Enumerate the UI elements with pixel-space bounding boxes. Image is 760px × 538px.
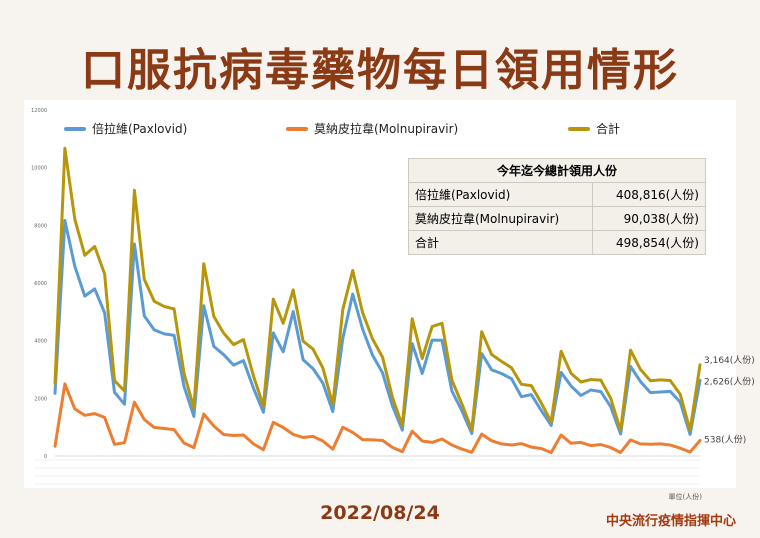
legend-label-paxlovid: 倍拉維(Paxlovid) [92,122,188,136]
y-tick-label: 12000 [31,108,47,114]
end-value-label: 2,626(人份) [704,375,755,387]
report-date: 2022/08/24 [320,502,440,524]
summary-row: 合計 498,854(人份) [407,230,706,255]
unit-note: 單位(人份) [668,493,702,501]
legend-label-total: 合計 [596,122,621,136]
summary-row: 倍拉維(Paxlovid) 408,816(人份) [407,182,706,207]
y-tick-label: 4000 [34,339,47,345]
legend-label-molnupiravir: 莫納皮拉韋(Molnupiravir) [314,122,459,136]
legend-paxlovid: 倍拉維(Paxlovid) [64,120,187,137]
legend-swatch-molnupiravir [286,126,308,131]
end-value-label: 3,164(人份) [704,354,755,366]
y-tick-label: 6000 [34,281,47,287]
legend-molnupiravir: 莫納皮拉韋(Molnupiravir) [286,120,458,137]
y-tick-label: 8000 [34,223,47,229]
legend-swatch-total [568,126,590,131]
organization-name: 中央流行疫情指揮中心 [605,514,736,529]
summary-label: 合計 [407,230,594,255]
series-line-paxlovid [53,219,702,436]
page-title: 口服抗病毒藥物每日領用情形 [81,45,679,96]
legend-total: 合計 [568,120,620,137]
summary-row: 莫納皮拉韋(Molnupiravir) 90,038(人份) [407,206,706,231]
y-tick-label: 0 [44,454,47,460]
summary-header: 今年迄今總計領用人份 [408,158,706,183]
summary-value: 408,816(人份) [592,182,706,207]
series-line-molnupiravir [53,382,702,454]
legend-swatch-paxlovid [64,126,86,131]
summary-label: 莫納皮拉韋(Molnupiravir) [407,206,594,231]
summary-value: 90,038(人份) [592,206,706,231]
y-tick-label: 10000 [31,166,47,172]
summary-table: 今年迄今總計領用人份 倍拉維(Paxlovid) 408,816(人份) 莫納皮… [407,158,706,255]
series-line-total [53,146,702,432]
y-tick-label: 2000 [34,396,47,402]
summary-value: 498,854(人份) [592,230,706,255]
summary-label: 倍拉維(Paxlovid) [407,182,594,207]
end-value-label: 538(人份) [704,433,746,445]
